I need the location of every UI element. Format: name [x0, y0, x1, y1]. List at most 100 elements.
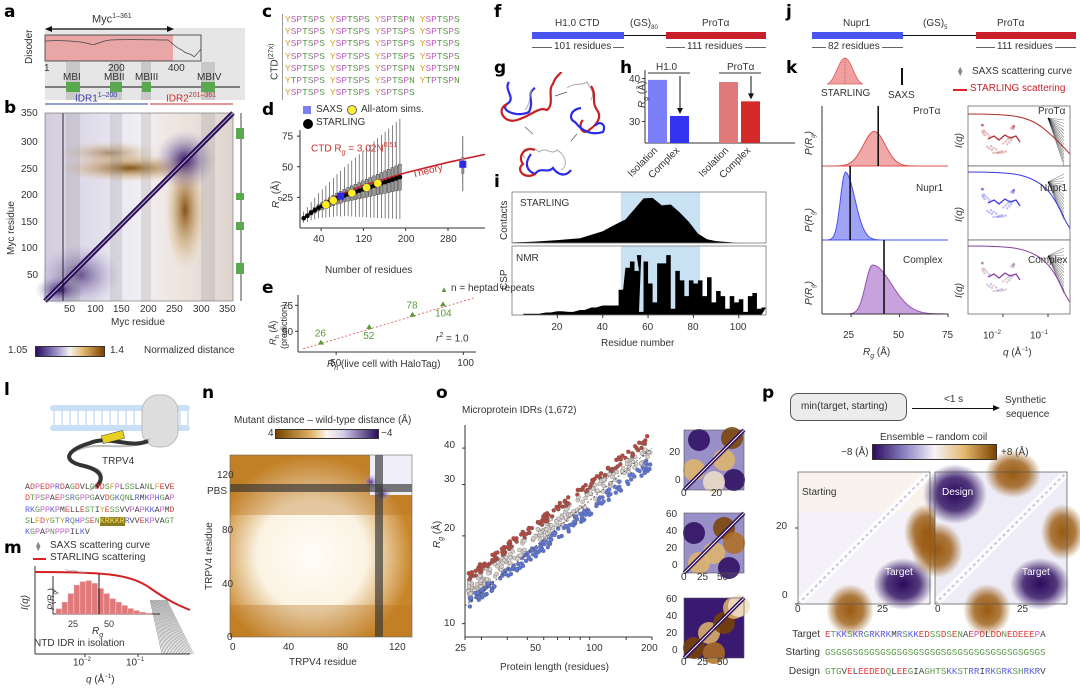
residue: R	[1023, 665, 1030, 677]
m-saxs-noise	[160, 599, 182, 655]
residue: K	[990, 665, 996, 677]
o-point	[588, 491, 593, 496]
p-sequence-row: Target ETKKSKRGRKRKMRSKKEDSSDSENAEPDLDDNE…	[774, 625, 1046, 644]
k-conformer-cloud	[1012, 125, 1016, 128]
residue: S	[902, 628, 908, 640]
panel-l-label: l	[4, 380, 10, 400]
o-inset-blob	[728, 595, 750, 617]
o-point	[511, 563, 516, 568]
p-colorbar-title: Ensemble – random coil	[880, 432, 988, 443]
residue: D	[1012, 628, 1019, 640]
residue: P	[114, 483, 120, 492]
ctd-row: YSPTSPS YSPTSPS YSPTSPN YSPTSPN	[285, 63, 465, 75]
k-conformer-cloud	[992, 210, 995, 214]
k-conformer-cloud	[1009, 277, 1013, 280]
residue: G	[49, 516, 55, 526]
residue: R	[858, 628, 864, 640]
k-conformer-cloud	[997, 150, 1001, 154]
d-starling-point	[305, 213, 310, 219]
residue: K	[951, 665, 958, 677]
e-ytick-label: 50	[282, 327, 294, 338]
chart-m	[34, 566, 194, 657]
o-point	[508, 560, 513, 565]
f-right-bar	[666, 32, 766, 39]
k-saxs-noise	[1047, 117, 1065, 128]
o-inset2-ytick-60: 60	[666, 509, 678, 520]
ctd-ylabel: CTD(27x)	[268, 43, 281, 80]
residue: S	[940, 665, 947, 677]
residue: E	[1023, 628, 1030, 640]
residue: A	[25, 483, 30, 492]
k-saxs-noise	[1047, 255, 1065, 266]
k-conformer-cloud	[1004, 214, 1007, 217]
residue: K	[144, 494, 150, 504]
residue: Y	[59, 516, 65, 526]
o-point	[595, 488, 600, 493]
residue: V	[79, 483, 85, 492]
p-map2-br: Target	[1022, 567, 1050, 578]
ctd-heptad: YSPTSPS	[285, 14, 325, 25]
residue: E	[1029, 628, 1035, 640]
o-point	[550, 514, 555, 519]
o-point	[538, 530, 543, 535]
k-conformer-cloud	[1011, 265, 1015, 269]
o-ytick-10: 10	[444, 618, 456, 629]
legend-allatom-marker	[347, 105, 357, 115]
residue: E	[896, 665, 903, 677]
d-saxs-point	[337, 192, 345, 200]
mbiii-shade	[141, 62, 151, 100]
o-point	[507, 545, 512, 550]
o-point	[566, 495, 571, 500]
o-point	[600, 489, 606, 494]
o-point	[563, 523, 569, 529]
e-xtick-label: 50	[330, 358, 342, 369]
o-point	[539, 522, 545, 527]
h-bar	[719, 82, 738, 143]
residue: G	[89, 494, 95, 504]
o-point	[596, 497, 602, 502]
residue: A	[1040, 628, 1046, 640]
conformer-1-linker	[524, 87, 534, 111]
o-point	[507, 539, 513, 544]
o-point	[499, 564, 504, 569]
p-sequence-label: Design	[788, 665, 820, 677]
o-point	[557, 500, 562, 506]
residue: V	[129, 516, 135, 526]
residue: L	[984, 628, 991, 640]
k-conformer-cloud	[1002, 151, 1005, 154]
arrow-head-right	[167, 26, 174, 32]
residue: T	[935, 665, 941, 677]
residue: A	[49, 494, 55, 504]
o-inset-blob	[723, 532, 745, 554]
o-xtick-100: 100	[586, 643, 603, 654]
conformer-2-blue	[570, 106, 606, 135]
o-point	[627, 473, 632, 478]
k-saxs-noise	[1047, 181, 1065, 203]
k-conformer-cloud	[1012, 126, 1015, 129]
k-conformer-cloud	[980, 124, 984, 127]
ctd-heptad: YSPTSPS	[419, 14, 460, 25]
p-arrow-label: <1 s	[944, 394, 964, 405]
o-point	[645, 434, 650, 439]
k-conformer-cloud	[982, 267, 986, 270]
residue: G	[69, 483, 75, 492]
o-point	[489, 588, 495, 593]
d-starling-point	[382, 179, 388, 185]
o-fit-line	[464, 447, 653, 607]
k-conformer-cloud	[984, 131, 987, 134]
o-point	[467, 604, 473, 609]
chart-h: 3040IsolationComplexH1.0IsolationComplex…	[626, 62, 795, 181]
e-r2: r2 = 1.0	[436, 332, 469, 345]
residue: L	[852, 665, 859, 677]
residue: I	[94, 505, 100, 515]
k-conformer-cloud	[1009, 127, 1013, 130]
o-point	[618, 457, 623, 462]
o-point	[643, 460, 648, 466]
residue: H	[929, 665, 936, 677]
p-sequence-row: Starting GSGSGSGSGSGSGSGSGSGSGSGSGSGSGSGS…	[774, 644, 1046, 663]
o-point	[466, 580, 472, 585]
n-xtick-120: 120	[389, 642, 406, 653]
residue: Y	[99, 505, 105, 515]
ctd-heptad: YSPTSPS	[285, 50, 325, 62]
legend-allatom: All-atom sims.	[361, 104, 424, 115]
